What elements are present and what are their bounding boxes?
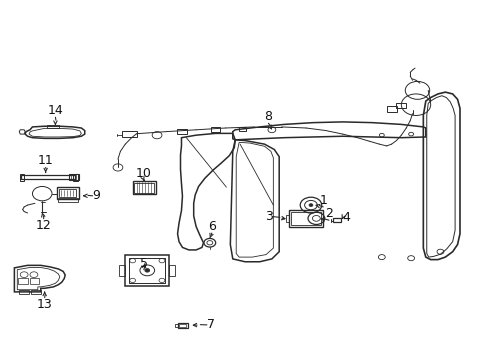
Text: 3: 3 <box>265 210 273 223</box>
Text: 6: 6 <box>208 220 216 233</box>
Text: 5: 5 <box>140 257 148 270</box>
Text: 14: 14 <box>48 104 63 117</box>
Text: 11: 11 <box>38 154 53 167</box>
Text: 1: 1 <box>319 194 327 207</box>
Text: 9: 9 <box>93 189 100 202</box>
Circle shape <box>309 204 313 207</box>
Circle shape <box>145 269 150 272</box>
Text: 13: 13 <box>37 298 52 311</box>
Text: 12: 12 <box>36 219 51 232</box>
Text: 8: 8 <box>265 110 272 123</box>
Text: 4: 4 <box>343 211 351 224</box>
Text: 10: 10 <box>136 167 152 180</box>
Text: 7: 7 <box>207 318 215 331</box>
Text: 2: 2 <box>325 207 333 220</box>
